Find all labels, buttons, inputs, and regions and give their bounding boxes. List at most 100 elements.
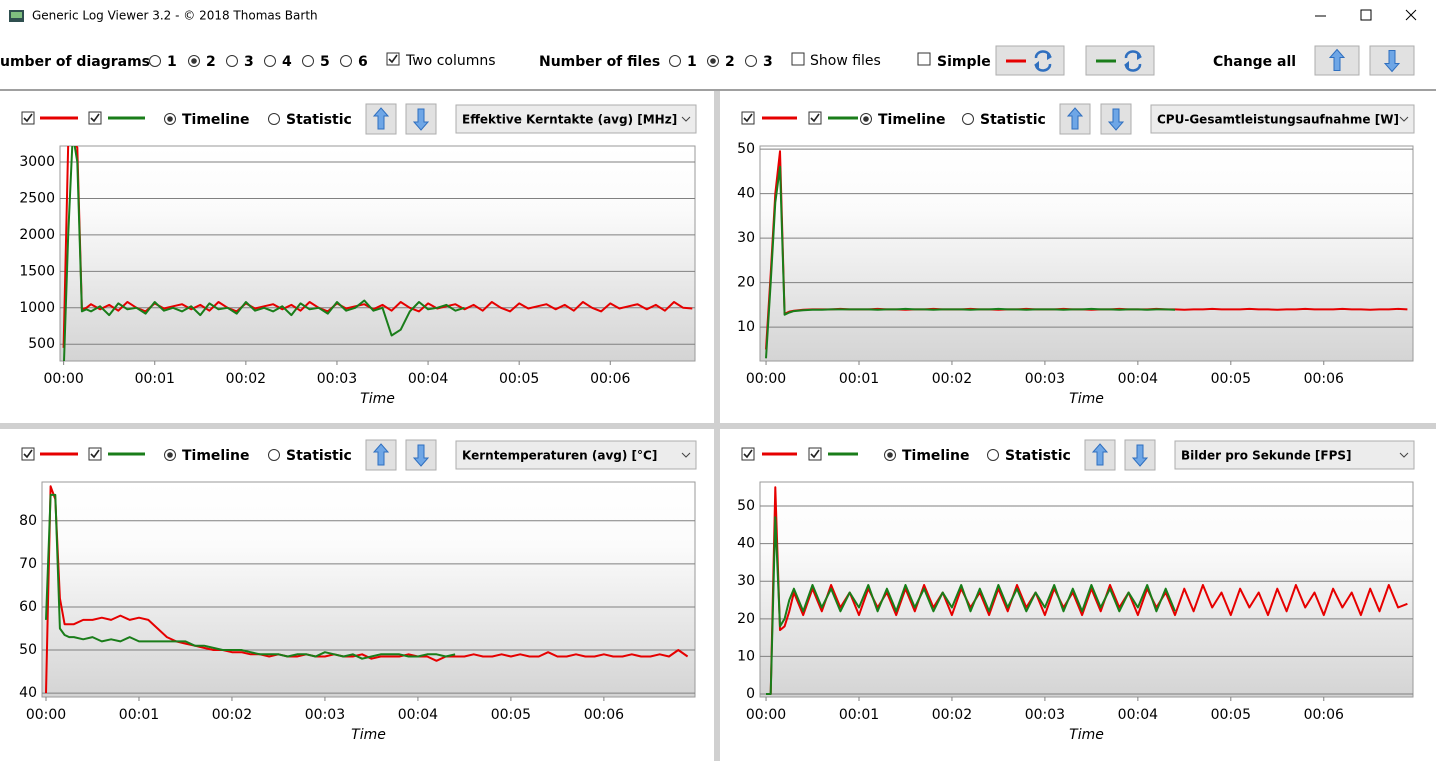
- checkbox[interactable]: [386, 52, 400, 66]
- radio-button[interactable]: [962, 113, 974, 125]
- x-tick-label: 00:00: [746, 371, 786, 387]
- close-button[interactable]: [1405, 9, 1417, 21]
- checkbox[interactable]: [88, 111, 102, 125]
- x-tick-label: 00:06: [584, 707, 624, 723]
- dropdown-chevron: [1399, 116, 1409, 122]
- timeline-label: Timeline: [902, 448, 970, 464]
- x-tick-label: 00:02: [932, 707, 972, 723]
- series-line: [62, 146, 693, 348]
- radio-button[interactable]: [226, 55, 238, 67]
- arrow-icon: [412, 444, 430, 467]
- checkbox[interactable]: [808, 447, 822, 461]
- arrow-icon: [372, 443, 390, 466]
- checkbox[interactable]: [808, 111, 822, 125]
- timeline-label: Timeline: [182, 448, 250, 464]
- show-files-label: Show files: [810, 53, 881, 69]
- diagram-option-label: 4: [282, 54, 292, 70]
- checkmark: [90, 449, 100, 459]
- x-tick-label: 00:01: [135, 371, 175, 387]
- statistic-label: Statistic: [1005, 448, 1071, 464]
- y-tick-label: 30: [737, 573, 755, 589]
- refresh-arrow: [1034, 53, 1052, 68]
- x-tick-label: 00:04: [398, 707, 438, 723]
- file-option-label: 3: [763, 54, 773, 70]
- y-tick-label: 10: [737, 319, 755, 335]
- y-tick-label: 50: [19, 642, 37, 658]
- radio-button[interactable]: [149, 55, 161, 67]
- radio-button[interactable]: [268, 449, 280, 461]
- x-tick-label: 00:02: [932, 371, 972, 387]
- x-axis-label: Time: [1069, 727, 1104, 743]
- diagram-option-label: 5: [320, 54, 330, 70]
- x-tick-label: 00:03: [1025, 371, 1065, 387]
- y-tick-label: 40: [737, 536, 755, 552]
- radio-button[interactable]: [745, 55, 757, 67]
- checkbox[interactable]: [21, 111, 35, 125]
- value-dropdown[interactable]: [455, 104, 697, 134]
- checkmark: [810, 113, 820, 123]
- x-tick-label: 00:06: [590, 371, 630, 387]
- value-dropdown[interactable]: [1150, 104, 1415, 134]
- y-tick-label: 1000: [19, 300, 55, 316]
- checkbox[interactable]: [917, 52, 931, 66]
- y-tick-label: 60: [19, 599, 37, 615]
- checkbox[interactable]: [741, 111, 755, 125]
- radio-button[interactable]: [987, 449, 999, 461]
- radio-button[interactable]: [340, 55, 352, 67]
- radio-dot: [710, 58, 716, 64]
- y-tick-label: 70: [19, 556, 37, 572]
- x-tick-label: 00:01: [839, 371, 879, 387]
- value-dropdown[interactable]: [455, 440, 697, 470]
- file-option-label: 2: [725, 54, 735, 70]
- x-tick-label: 00:00: [26, 707, 66, 723]
- arrow-icon: [1091, 443, 1109, 466]
- arrow-icon: [372, 107, 390, 130]
- plot-area: [59, 145, 696, 362]
- x-tick-label: 00:06: [1304, 371, 1344, 387]
- diagram-option-label: 3: [244, 54, 254, 70]
- diagram-option-label: 1: [167, 54, 177, 70]
- radio-button[interactable]: [268, 113, 280, 125]
- x-tick-label: 00:05: [1211, 371, 1251, 387]
- arrow-icon: [1107, 108, 1125, 131]
- diagrams-label: umber of diagrams: [0, 54, 150, 70]
- checkbox[interactable]: [741, 447, 755, 461]
- radio-button[interactable]: [669, 55, 681, 67]
- change-all-label: Change all: [1213, 54, 1296, 70]
- simple-label: Simple: [937, 54, 991, 70]
- y-tick-label: 2000: [19, 227, 55, 243]
- arrow-icon: [1383, 50, 1401, 73]
- series-line: [45, 485, 689, 694]
- x-tick-label: 00:05: [491, 707, 531, 723]
- toolbar-separator: [0, 89, 1436, 91]
- radio-dot: [167, 116, 173, 122]
- y-tick-label: 30: [737, 230, 755, 246]
- y-tick-label: 500: [28, 336, 55, 352]
- plot-area: [759, 481, 1414, 698]
- diagram-option-label: 2: [206, 54, 216, 70]
- dropdown-selection: Effektive Kerntakte (avg) [MHz]: [462, 113, 677, 127]
- arrow-icon: [1066, 107, 1084, 130]
- maximize-button[interactable]: [1360, 9, 1372, 21]
- x-tick-label: 00:02: [212, 707, 252, 723]
- radio-button[interactable]: [302, 55, 314, 67]
- diagram-option-label: 6: [358, 54, 368, 70]
- plot-area: [41, 481, 696, 698]
- checkbox[interactable]: [88, 447, 102, 461]
- checkbox[interactable]: [791, 52, 805, 66]
- checkmark: [743, 113, 753, 123]
- checkmark: [810, 449, 820, 459]
- radio-button[interactable]: [264, 55, 276, 67]
- x-axis-label: Time: [351, 727, 386, 743]
- series-line: [45, 493, 456, 660]
- dropdown-chevron: [681, 452, 691, 458]
- value-dropdown[interactable]: [1174, 440, 1415, 470]
- files-label: Number of files: [539, 54, 660, 70]
- y-tick-label: 0: [746, 686, 755, 702]
- x-tick-label: 00:03: [305, 707, 345, 723]
- dropdown-chevron: [681, 116, 691, 122]
- series-line: [765, 165, 1176, 359]
- x-tick-label: 00:00: [43, 371, 83, 387]
- checkbox[interactable]: [21, 447, 35, 461]
- arrow-icon: [1131, 444, 1149, 467]
